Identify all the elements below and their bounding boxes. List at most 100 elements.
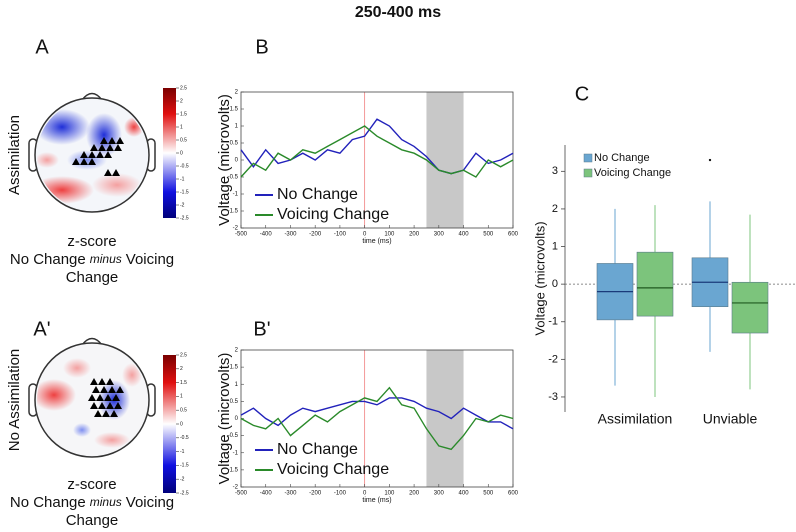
electrode-marker — [100, 386, 108, 393]
electrode-marker — [102, 410, 110, 417]
colorbar-tick-label: 1.5 — [180, 111, 187, 117]
y-axis-label: Voltage (microvolts) — [216, 353, 233, 485]
x-tick-label: -100 — [334, 491, 347, 497]
electrode-marker — [116, 386, 124, 393]
colorbar-tick-label: 2 — [180, 366, 183, 372]
y-tick-label: 0.5 — [230, 141, 239, 147]
electrode-marker — [110, 410, 118, 417]
x-tick-label: 400 — [459, 232, 470, 238]
electrode-marker — [88, 151, 96, 158]
electrode-marker — [106, 378, 114, 385]
series-line — [240, 397, 514, 430]
series-line — [240, 386, 514, 451]
y-tick-label: 2 — [235, 348, 239, 354]
colorbar-tick-label: 0.5 — [180, 137, 187, 143]
electrode-marker — [116, 137, 124, 144]
electrode-marker — [98, 402, 106, 409]
electrode-marker — [90, 378, 98, 385]
colorbar-tick-label: 1.5 — [180, 380, 187, 386]
electrode-marker — [114, 144, 122, 151]
x-tick-label: 200 — [409, 491, 420, 497]
y-tick-label: 1 — [235, 124, 239, 130]
electrode-marker — [108, 386, 116, 393]
figure-title: 250-400 ms — [355, 4, 441, 21]
y-tick-label: -2 — [233, 485, 239, 491]
colorbar-tick-label: -0.5 — [180, 163, 189, 169]
electrode-marker — [90, 402, 98, 409]
box — [636, 251, 674, 317]
electrode-marker — [104, 394, 112, 401]
y-tick-label: 0 — [235, 158, 239, 164]
y-tick-label: 1.5 — [230, 365, 239, 371]
x-tick-label: 600 — [508, 232, 519, 238]
colorbar-tick-label: -1.5 — [180, 463, 189, 469]
electrode-marker — [104, 169, 112, 176]
electrode-marker — [100, 137, 108, 144]
caption-part: minus — [90, 252, 122, 266]
x-tick-label: -100 — [334, 232, 347, 238]
electrode-marker — [96, 394, 104, 401]
electrode-marker — [80, 158, 88, 165]
y-tick-label: -0.5 — [228, 175, 239, 181]
panel-label: B' — [253, 318, 270, 340]
colorbar-tick-label: -2 — [180, 477, 185, 483]
category-label: Assimilation — [598, 411, 673, 427]
colorbar-tick-label: 2 — [180, 98, 183, 104]
legend-label: No Change — [277, 186, 358, 203]
electrode-marker — [112, 169, 120, 176]
box — [731, 281, 769, 334]
caption-part: Voicing — [126, 494, 174, 511]
highlight — [426, 350, 464, 487]
colorbar-tick-label: 0.5 — [180, 408, 187, 414]
caption: Change — [66, 512, 119, 529]
electrode-marker — [94, 410, 102, 417]
colorbar-tick-label: 2.5 — [180, 352, 187, 358]
x-tick-label: 300 — [434, 491, 445, 497]
colorbar-tick-label: -2.5 — [180, 215, 189, 221]
caption: No Change minus Voicing — [10, 494, 174, 511]
row-label: Assimilation — [6, 115, 23, 195]
row-label: No Assimilation — [6, 349, 23, 452]
legend-swatch — [583, 153, 593, 163]
colorbar-tick-label: 2.5 — [180, 85, 187, 91]
x-tick-label: -500 — [235, 232, 248, 238]
electrode-marker — [114, 402, 122, 409]
highlight — [426, 92, 464, 228]
x-tick-label: 0 — [363, 491, 367, 497]
electrode-marker — [88, 158, 96, 165]
panel-label: B — [255, 36, 268, 58]
caption: Change — [66, 269, 119, 286]
y-tick-label: 0 — [552, 278, 558, 290]
caption-part: No Change — [10, 251, 86, 268]
colorbar-tick-label: -1.5 — [180, 189, 189, 195]
caption-part: Voicing — [126, 251, 174, 268]
y-tick-label: 1 — [235, 382, 239, 388]
head-map — [28, 92, 156, 213]
y-tick-label: -1.5 — [228, 467, 239, 473]
x-tick-label: 100 — [384, 232, 395, 238]
electrode-marker — [106, 144, 114, 151]
legend-label: No Change — [594, 152, 650, 164]
y-tick-label: 2 — [235, 90, 239, 96]
electrode-marker — [96, 151, 104, 158]
colorbar-tick-label: 0 — [180, 421, 183, 427]
electrode-marker — [112, 394, 120, 401]
category-label: Unviable — [703, 411, 758, 427]
x-axis-label: time (ms) — [362, 497, 391, 504]
y-tick-label: 1.5 — [230, 107, 239, 113]
electrode-marker — [72, 158, 80, 165]
x-tick-label: 300 — [434, 232, 445, 238]
colorbar — [163, 355, 176, 493]
panel-label: C — [575, 83, 589, 105]
x-tick-label: -200 — [309, 491, 322, 497]
x-tick-label: -200 — [309, 232, 322, 238]
legend-label: Voicing Change — [277, 461, 389, 478]
x-tick-label: 200 — [409, 232, 420, 238]
x-tick-label: -300 — [284, 232, 297, 238]
legend-label: Voicing Change — [277, 206, 389, 223]
colorbar-tick-label: -0.5 — [180, 435, 189, 441]
x-axis-label: time (ms) — [362, 238, 391, 245]
x-tick-label: -400 — [260, 491, 273, 497]
panel-label: A — [35, 36, 49, 58]
